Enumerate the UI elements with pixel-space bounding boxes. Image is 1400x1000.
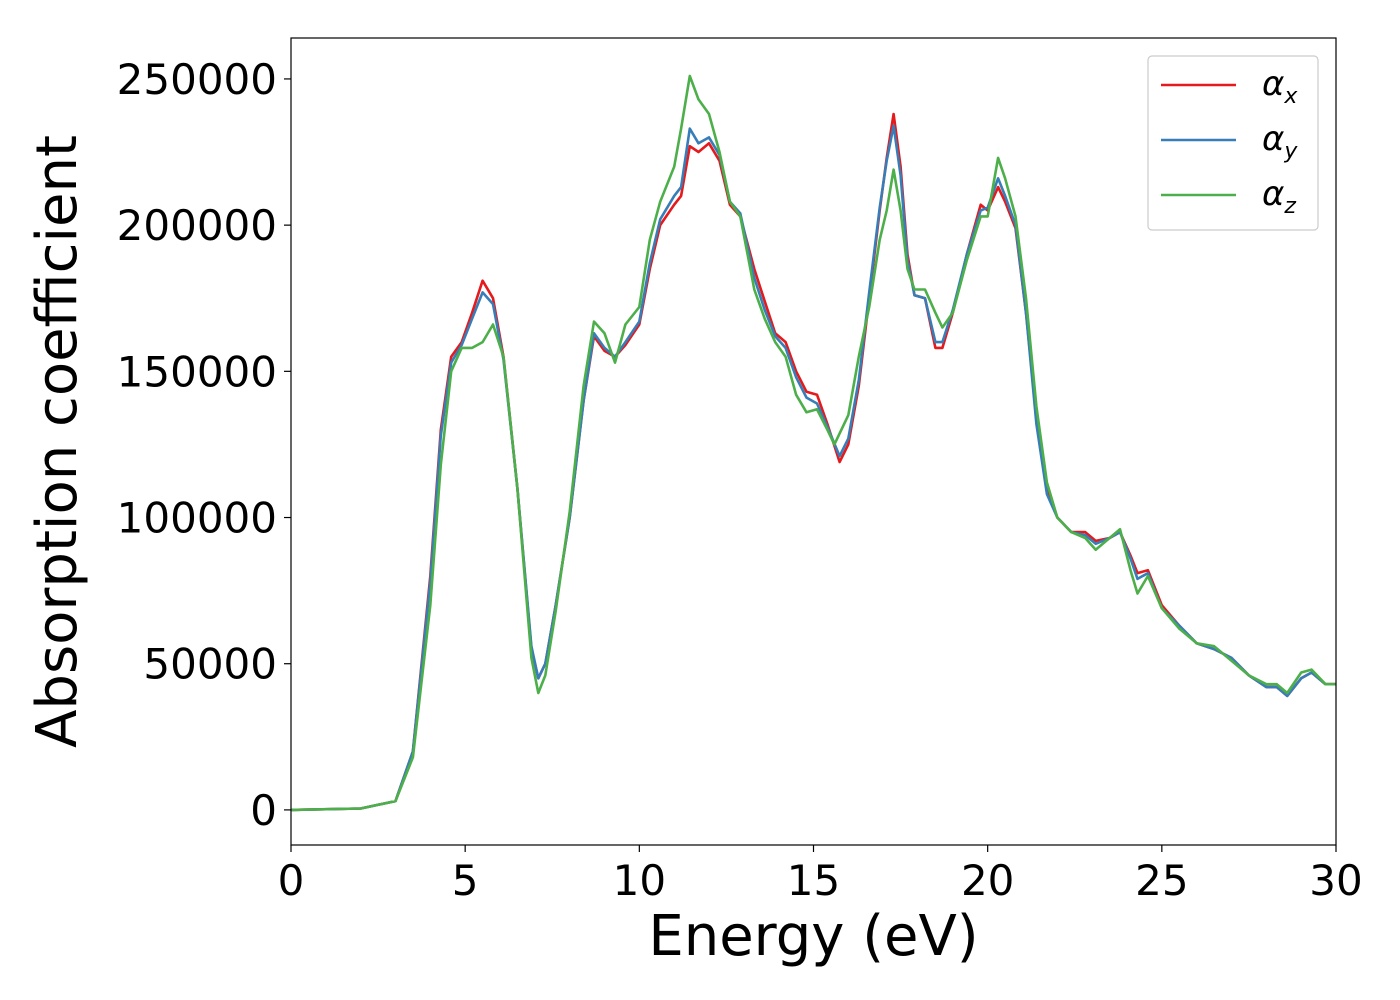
axis-ticks: 0 5 10 15 20 25 30 0 50000 100000 150000 200000 2500… bbox=[117, 55, 1363, 905]
x-axis-title: Energy (eV) bbox=[648, 904, 978, 969]
y-tick-label: 50000 bbox=[143, 640, 277, 689]
x-tick-label: 20 bbox=[961, 856, 1014, 905]
series-line-alpha-y bbox=[290, 124, 1336, 812]
y-tick-label: 0 bbox=[250, 786, 277, 835]
y-tick-label: 100000 bbox=[117, 494, 277, 543]
legend-box bbox=[1147, 55, 1319, 231]
x-tick-label: 5 bbox=[452, 856, 479, 905]
x-tick-label: 30 bbox=[1309, 856, 1362, 905]
y-tick-label: 250000 bbox=[117, 55, 277, 104]
series-lines bbox=[290, 74, 1336, 812]
x-tick-label: 25 bbox=[1135, 856, 1188, 905]
x-tick-label: 10 bbox=[613, 856, 666, 905]
x-tick-label: 0 bbox=[278, 856, 305, 905]
series-line-alpha-z bbox=[290, 74, 1336, 812]
y-axis-title: Absorption coefficient bbox=[25, 135, 90, 748]
x-tick-label: 15 bbox=[787, 856, 840, 905]
y-tick-label: 150000 bbox=[117, 347, 277, 396]
y-tick-label: 200000 bbox=[117, 201, 277, 250]
